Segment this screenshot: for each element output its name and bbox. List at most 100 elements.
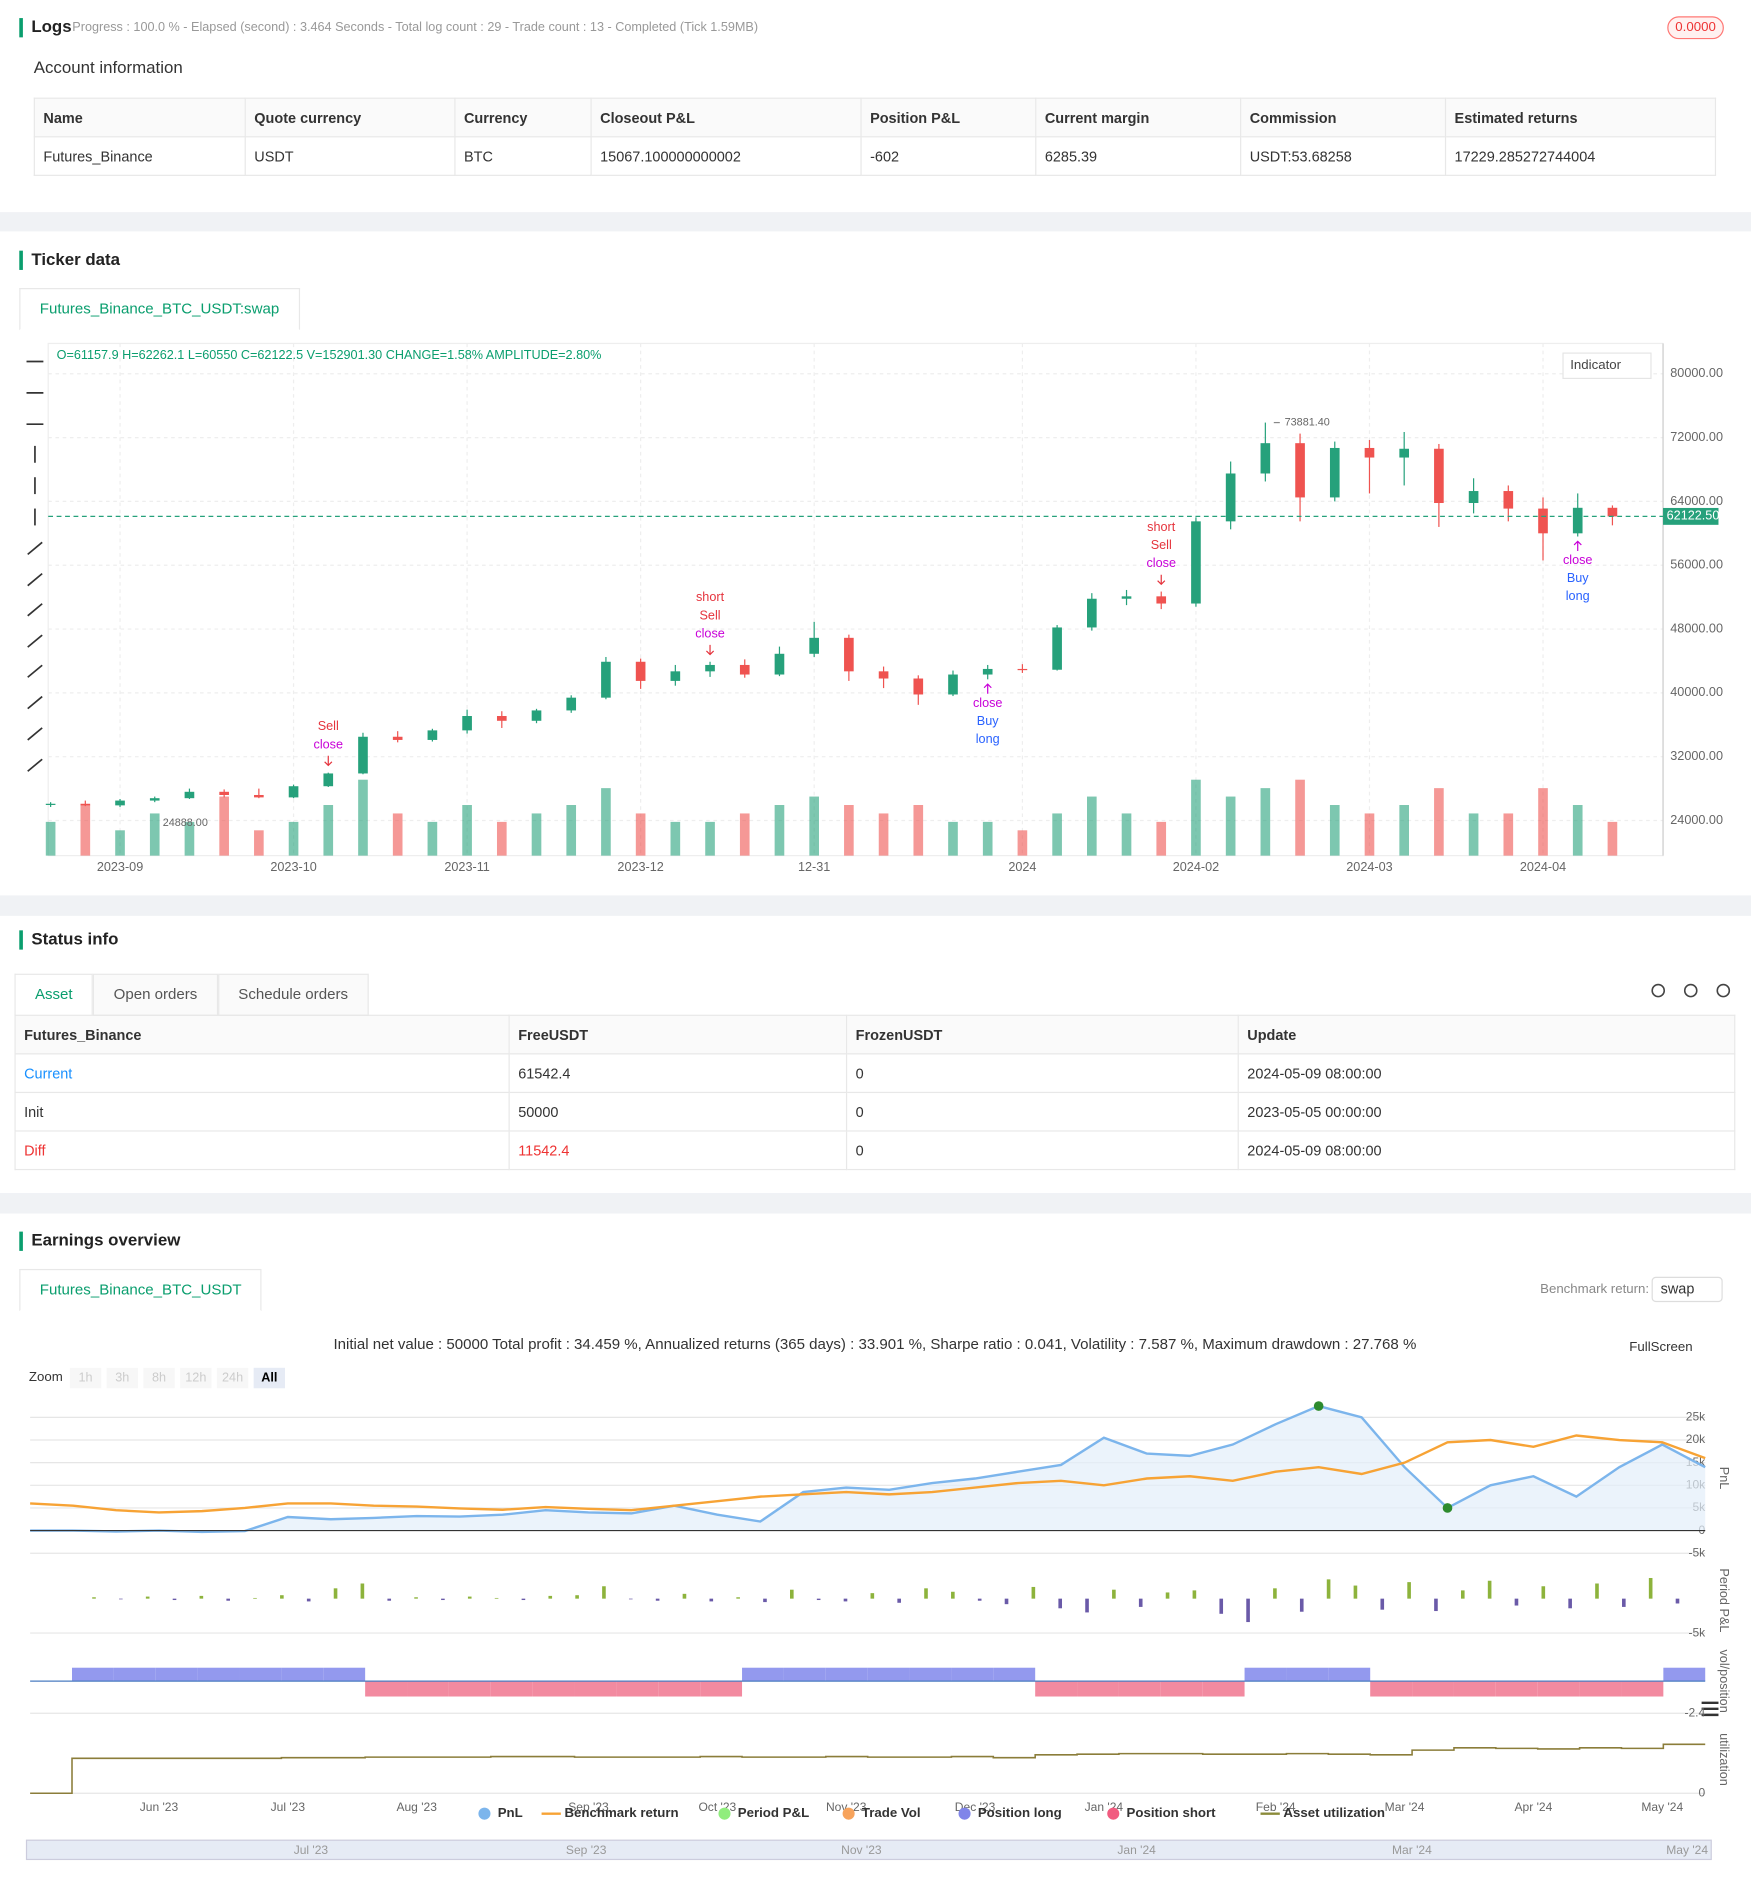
position-bar: [867, 1667, 910, 1682]
axis-title: utilization: [1717, 1733, 1731, 1786]
tabs: Asset Open orders Schedule orders: [14, 973, 369, 1016]
candle-body: [184, 791, 195, 799]
tab[interactable]: Asset: [14, 973, 94, 1016]
candle-body: [809, 637, 819, 654]
signal-label: close: [973, 696, 1003, 710]
candle-body: [844, 637, 854, 672]
candle-body: [462, 716, 472, 731]
volume-bar: [1607, 821, 1618, 856]
position-bar: [532, 1681, 575, 1697]
x-tick-label: May '24: [1641, 1800, 1683, 1814]
x-tick-label: Jun '23: [140, 1800, 179, 1814]
tabs: Futures_Binance_BTC_USDT: [19, 1268, 263, 1312]
legend-text[interactable]: Trade Vol: [862, 1805, 921, 1820]
tab[interactable]: Futures_Binance_BTC_USDT:swap: [19, 288, 300, 331]
zoom-button[interactable]: [106, 1367, 138, 1389]
tab[interactable]: Open orders: [93, 973, 218, 1016]
position-bar: [1663, 1667, 1706, 1682]
bar: [306, 1598, 311, 1602]
legend-text[interactable]: Benchmark return: [564, 1805, 678, 1820]
legend-text[interactable]: PnL: [498, 1805, 523, 1820]
y-tick-label: 48000.00: [1670, 621, 1723, 635]
cell: -602: [860, 136, 1037, 176]
header-cell: Commission: [1240, 97, 1447, 138]
signal-label: Buy: [977, 714, 999, 728]
legend-text[interactable]: Position short: [1127, 1805, 1217, 1820]
position-bar: [281, 1667, 324, 1682]
tab[interactable]: Futures_Binance_BTC_USDT: [19, 1268, 263, 1312]
volume-bar: [1503, 813, 1514, 856]
bar: [1595, 1583, 1599, 1599]
volume-bar: [323, 805, 334, 856]
toolbar-icon: [1651, 983, 1666, 998]
volume-bar: [358, 779, 368, 856]
last-price-box: [1663, 507, 1719, 525]
zoom-button[interactable]: [143, 1367, 175, 1389]
candle-body: [635, 661, 646, 681]
tool-icon: [27, 664, 43, 678]
volume-bar: [80, 805, 91, 856]
position-bar: [616, 1681, 659, 1697]
cell: 61542.4: [508, 1053, 848, 1094]
volume-bar: [254, 830, 264, 856]
bar: [172, 1598, 177, 1601]
candle-body: [1295, 443, 1305, 498]
volume-bar: [739, 813, 750, 856]
navigator-label: Nov '23: [841, 1843, 882, 1857]
bar: [548, 1595, 553, 1599]
tool-icon: [27, 727, 43, 741]
select-value: swap: [1661, 1281, 1695, 1297]
indicator-text: Indicator: [1570, 357, 1621, 372]
y-tick-label: -2.4: [1684, 1705, 1705, 1719]
legend-text[interactable]: Period P&L: [738, 1805, 809, 1820]
bar: [119, 1598, 123, 1600]
bar: [763, 1598, 767, 1603]
signal-arrow: [324, 755, 333, 767]
last-price-label: 62122.50: [1667, 509, 1720, 523]
bar: [736, 1597, 740, 1599]
candle-body: [427, 730, 438, 740]
zoom-button[interactable]: [180, 1367, 212, 1389]
zoom-button[interactable]: [253, 1367, 286, 1389]
volume-bar: [948, 821, 958, 856]
candle-body: [531, 710, 542, 721]
candle-body: [149, 798, 160, 801]
table: Futures_Binance FreeUSDT FrozenUSDT Update C…: [14, 1014, 1736, 1171]
bar: [1085, 1598, 1089, 1613]
bar: [1138, 1598, 1143, 1607]
candle-body: [1225, 473, 1236, 522]
bar: [226, 1598, 231, 1601]
x-tick-label: 2024-02: [1173, 860, 1219, 874]
bar: [1353, 1585, 1358, 1599]
section-title: Earnings overview: [31, 1231, 181, 1250]
y-tick-label: 0: [1699, 1785, 1706, 1799]
volume-bar: [1156, 821, 1167, 856]
cell: USDT:53.68258: [1240, 136, 1447, 176]
candle-body: [45, 803, 56, 805]
tab[interactable]: Schedule orders: [217, 973, 369, 1016]
candle-body: [739, 664, 750, 675]
y-tick-label: 25k: [1686, 1410, 1706, 1424]
legend-text[interactable]: Position long: [978, 1805, 1062, 1820]
tool-icon: [27, 603, 43, 617]
volume-bar: [462, 805, 472, 856]
y-tick-label: 72000.00: [1670, 430, 1723, 444]
zoom-button[interactable]: [69, 1367, 102, 1389]
header-row: Futures_Binance FreeUSDT FrozenUSDT Update: [14, 1014, 1736, 1055]
position-bar: [951, 1667, 994, 1682]
bar: [1541, 1586, 1546, 1599]
x-tick-label: 2024-04: [1520, 860, 1566, 874]
zoom-label: Zoom: [29, 1369, 63, 1384]
candle-body: [219, 791, 229, 795]
candle-body: [1572, 507, 1583, 534]
navigator-label: Sep '23: [566, 1843, 607, 1857]
zoom-button[interactable]: [216, 1367, 249, 1389]
candle-body: [392, 736, 403, 740]
line: [30, 1434, 1706, 1514]
cell: 0: [845, 1091, 1239, 1132]
section-gap: [0, 212, 1751, 232]
section-marker: [19, 1231, 23, 1251]
legend-text[interactable]: Asset utilization: [1283, 1805, 1385, 1820]
bar: [494, 1597, 499, 1599]
badge: [1667, 16, 1724, 40]
